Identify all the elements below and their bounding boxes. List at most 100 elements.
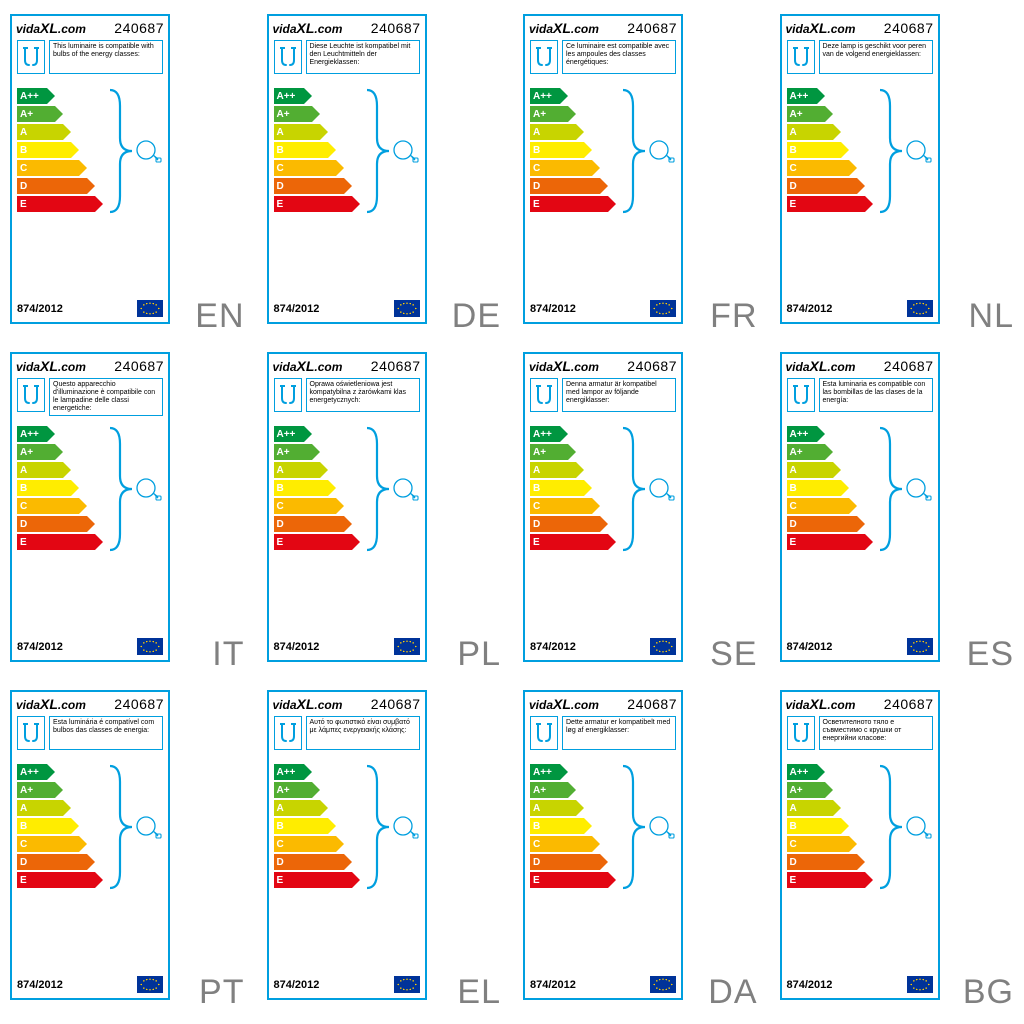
language-code: EL — [457, 973, 501, 1012]
energy-bar-A: A — [787, 462, 833, 478]
brand-suffix: .com — [58, 360, 86, 374]
product-number: 240687 — [884, 696, 934, 712]
compat-icon-box — [17, 716, 45, 750]
language-code: DA — [708, 973, 757, 1012]
product-number: 240687 — [884, 20, 934, 36]
label-cell: vidaXL.com 240687 This luminaire is comp… — [10, 14, 245, 334]
brand-xl: XL — [810, 696, 828, 712]
energy-bar-C: C — [17, 836, 79, 852]
energy-bar-App: A++ — [530, 764, 560, 780]
energy-bar-E: E — [530, 872, 608, 888]
brand-suffix: .com — [571, 22, 599, 36]
bracket-bulb-icon — [106, 764, 162, 890]
luminaire-icon — [279, 722, 297, 744]
energy-label-card: vidaXL.com 240687 Deze lamp is geschikt … — [780, 14, 940, 324]
energy-bar-A: A — [530, 800, 576, 816]
energy-bar-App: A++ — [530, 88, 560, 104]
energy-bar-Ap: A+ — [274, 782, 312, 798]
compat-row: Αυτό το φωτιστικό είναι συμβατό με λάμπε… — [269, 714, 425, 762]
energy-bar-E: E — [274, 872, 352, 888]
brand-logo: vidaXL.com — [529, 20, 599, 36]
luminaire-icon — [792, 384, 810, 406]
regulation-number: 874/2012 — [530, 979, 576, 991]
bracket-bulb-icon — [619, 88, 675, 214]
compat-text: This luminaire is compatible with bulbs … — [49, 40, 163, 74]
regulation-number: 874/2012 — [17, 303, 63, 315]
energy-bar-B: B — [274, 142, 328, 158]
energy-bar-A: A — [274, 800, 320, 816]
brand-prefix: vida — [529, 698, 553, 712]
brand-logo: vidaXL.com — [16, 696, 86, 712]
card-footer: 874/2012 — [782, 634, 938, 660]
brand-suffix: .com — [827, 22, 855, 36]
language-code: FR — [710, 297, 757, 336]
compat-icon-box — [530, 378, 558, 412]
product-number: 240687 — [627, 696, 677, 712]
card-header: vidaXL.com 240687 — [12, 16, 168, 38]
brand-xl: XL — [810, 20, 828, 36]
luminaire-icon — [22, 46, 40, 68]
energy-bar-A: A — [274, 124, 320, 140]
luminaire-icon — [22, 722, 40, 744]
energy-bar-D: D — [274, 854, 344, 870]
energy-bar-D: D — [17, 516, 87, 532]
product-number: 240687 — [627, 20, 677, 36]
compat-row: Esta luminaria es compatible con las bom… — [782, 376, 938, 424]
label-cell: vidaXL.com 240687 Denna armatur är kompa… — [523, 352, 758, 672]
compat-icon-box — [274, 378, 302, 412]
product-number: 240687 — [114, 20, 164, 36]
eu-flag-icon — [137, 300, 163, 317]
bracket-bulb-icon — [876, 426, 932, 552]
energy-bar-B: B — [530, 818, 584, 834]
brand-logo: vidaXL.com — [16, 358, 86, 374]
compat-text: Oprawa oświetleniowa jest kompatybilna z… — [306, 378, 420, 412]
card-footer: 874/2012 — [269, 972, 425, 998]
product-number: 240687 — [884, 358, 934, 374]
bracket-bulb-icon — [363, 88, 419, 214]
product-number: 240687 — [371, 358, 421, 374]
brand-logo: vidaXL.com — [16, 20, 86, 36]
energy-bar-C: C — [274, 498, 336, 514]
brand-logo: vidaXL.com — [529, 696, 599, 712]
card-header: vidaXL.com 240687 — [269, 16, 425, 38]
luminaire-icon — [535, 46, 553, 68]
language-code: ES — [967, 635, 1014, 674]
energy-bar-D: D — [530, 178, 600, 194]
brand-xl: XL — [40, 20, 58, 36]
energy-bar-E: E — [274, 196, 352, 212]
energy-bar-Ap: A+ — [787, 444, 825, 460]
card-footer: 874/2012 — [525, 634, 681, 660]
brand-xl: XL — [297, 358, 315, 374]
compat-text: Осветителното тяло е съвместимо с крушки… — [819, 716, 933, 750]
energy-bar-App: A++ — [787, 764, 817, 780]
eu-flag-icon — [650, 300, 676, 317]
energy-bar-C: C — [274, 836, 336, 852]
energy-bar-D: D — [17, 854, 87, 870]
energy-label-card: vidaXL.com 240687 Dette armatur er kompa… — [523, 690, 683, 1000]
brand-suffix: .com — [571, 360, 599, 374]
energy-bar-B: B — [530, 142, 584, 158]
card-header: vidaXL.com 240687 — [782, 16, 938, 38]
card-header: vidaXL.com 240687 — [525, 16, 681, 38]
eu-flag-icon — [394, 976, 420, 993]
card-footer: 874/2012 — [525, 296, 681, 322]
brand-xl: XL — [40, 696, 58, 712]
card-header: vidaXL.com 240687 — [525, 354, 681, 376]
brand-prefix: vida — [16, 698, 40, 712]
energy-bar-D: D — [274, 516, 344, 532]
language-code: DE — [452, 297, 501, 336]
label-cell: vidaXL.com 240687 Esta luminária é compa… — [10, 690, 245, 1010]
energy-bar-E: E — [787, 534, 865, 550]
eu-flag-icon — [650, 638, 676, 655]
card-header: vidaXL.com 240687 — [269, 354, 425, 376]
label-cell: vidaXL.com 240687 Ce luminaire est compa… — [523, 14, 758, 334]
energy-label-card: vidaXL.com 240687 Esta luminaria es comp… — [780, 352, 940, 662]
brand-prefix: vida — [529, 360, 553, 374]
energy-bar-B: B — [274, 480, 328, 496]
energy-bars: A++ A+ A B C D E — [12, 424, 168, 554]
brand-suffix: .com — [314, 698, 342, 712]
card-header: vidaXL.com 240687 — [12, 354, 168, 376]
luminaire-icon — [535, 384, 553, 406]
brand-logo: vidaXL.com — [273, 696, 343, 712]
energy-bar-A: A — [17, 800, 63, 816]
